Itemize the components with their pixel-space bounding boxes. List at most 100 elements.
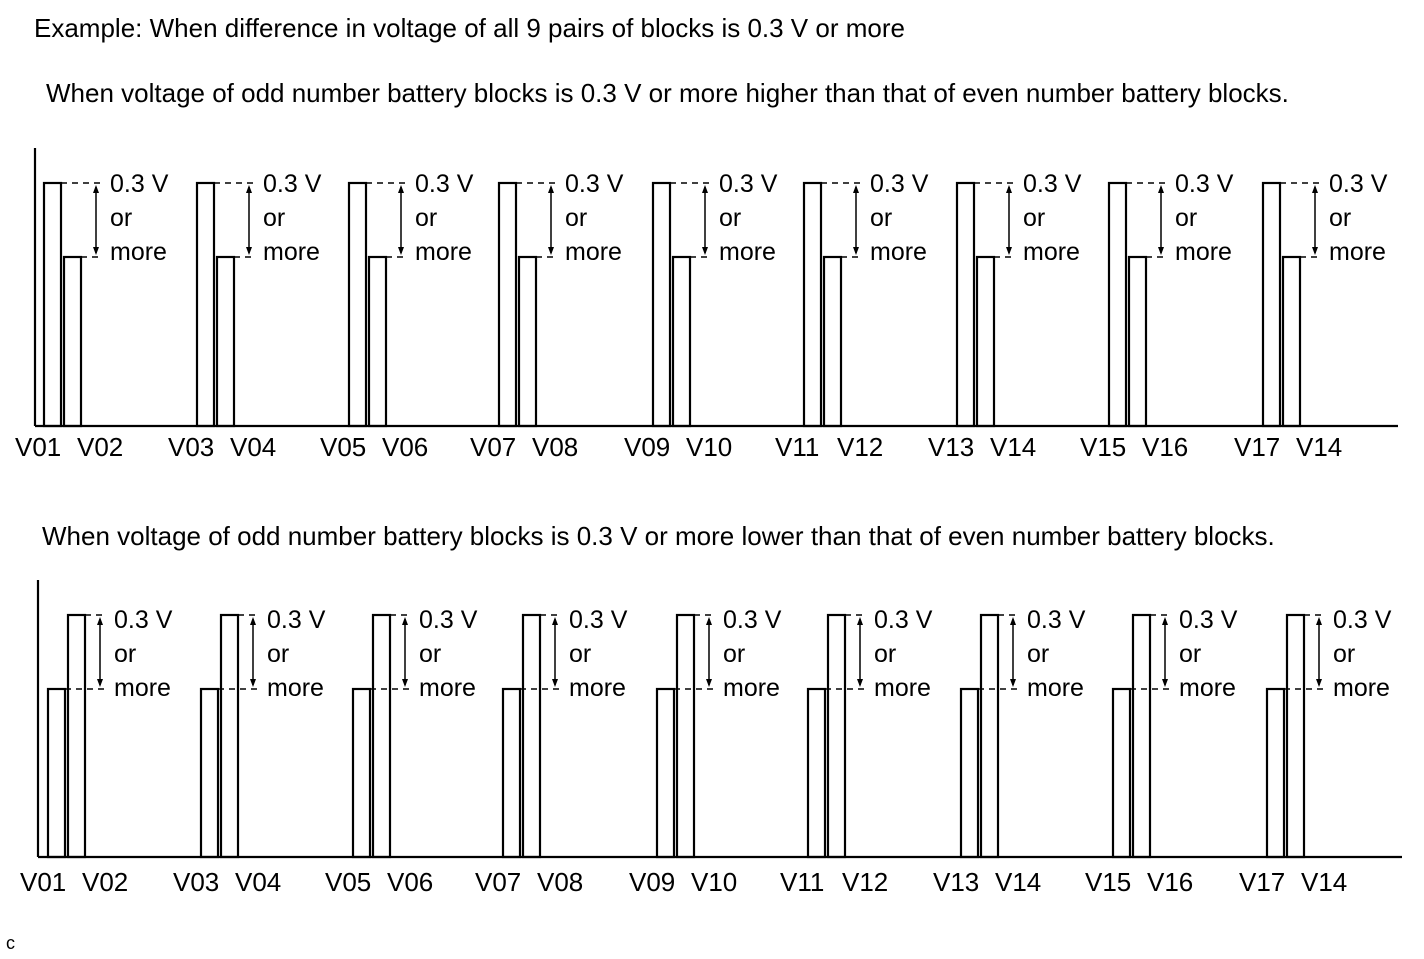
- odd-block-label: V07: [470, 432, 516, 462]
- odd-block-bar: [42, 181, 63, 428]
- difference-label-line: more: [1175, 238, 1232, 266]
- difference-label-line: 0.3 V: [267, 606, 326, 634]
- even-block-label: V16: [1142, 432, 1188, 462]
- bar-pair: 0.3 V or more V13 V14: [928, 170, 1082, 462]
- arrow-head-up: [706, 617, 712, 625]
- difference-label-line: more: [1329, 238, 1386, 266]
- odd-block-bar: [959, 687, 980, 859]
- difference-label-line: 0.3 V: [415, 170, 474, 198]
- odd-block-bar: [1265, 687, 1286, 859]
- difference-label-line: or: [569, 640, 591, 668]
- odd-block-bar: [651, 181, 672, 428]
- arrow-head-down: [97, 679, 103, 687]
- difference-label-line: 0.3 V: [419, 606, 478, 634]
- odd-block-bar: [347, 181, 368, 428]
- arrow-head-up: [398, 185, 404, 193]
- bar-pair: 0.3 V or more V05 V06: [320, 170, 474, 462]
- difference-label-line: 0.3 V: [569, 606, 628, 634]
- difference-label-line: more: [569, 674, 626, 702]
- odd-block-label: V01: [15, 432, 61, 462]
- difference-label-line: 0.3 V: [1179, 606, 1238, 634]
- odd-block-bar: [1111, 687, 1132, 859]
- difference-label-line: 0.3 V: [263, 170, 322, 198]
- arrow-head-up: [93, 185, 99, 193]
- difference-label-line: 0.3 V: [565, 170, 624, 198]
- even-block-bar: [219, 613, 240, 859]
- even-block-label: V10: [686, 432, 732, 462]
- even-block-label: V14: [1301, 867, 1347, 897]
- arrow-head-down: [1158, 247, 1164, 255]
- odd-block-bar: [1261, 181, 1282, 428]
- odd-block-label: V17: [1239, 867, 1285, 897]
- bar-pair: 0.3 V or more V15 V16: [1085, 606, 1238, 897]
- difference-label-line: or: [1175, 204, 1197, 232]
- even-block-label: V14: [1296, 432, 1342, 462]
- bar-pair: 0.3 V or more V13 V14: [933, 606, 1086, 897]
- arrow-head-down: [1162, 679, 1168, 687]
- even-block-label: V14: [990, 432, 1036, 462]
- even-block-label: V12: [842, 867, 888, 897]
- arrow-head-down: [853, 247, 859, 255]
- arrow-head-up: [402, 617, 408, 625]
- panel-2-caption: When voltage of odd number battery block…: [42, 521, 1275, 551]
- difference-label-line: more: [1333, 674, 1390, 702]
- difference-label-line: or: [565, 204, 587, 232]
- bar-pair: 0.3 V or more V11 V12: [780, 606, 933, 897]
- corner-mark: c: [6, 933, 15, 953]
- odd-block-label: V03: [173, 867, 219, 897]
- odd-block-bar: [802, 181, 823, 428]
- odd-block-label: V13: [928, 432, 974, 462]
- bar-pair: 0.3 V or more V07 V08: [470, 170, 624, 462]
- bar-pair: 0.3 V or more V09 V10: [629, 606, 782, 897]
- arrow-head-down: [706, 679, 712, 687]
- bar-pair: 0.3 V or more V03 V04: [173, 606, 326, 897]
- odd-block-label: V11: [775, 432, 819, 462]
- even-block-label: V08: [537, 867, 583, 897]
- difference-label-line: or: [1027, 640, 1049, 668]
- odd-block-bar: [501, 687, 522, 859]
- bar-pair: 0.3 V or more V15 V16: [1080, 170, 1234, 462]
- even-block-bar: [979, 613, 1000, 859]
- arrow-head-up: [552, 617, 558, 625]
- even-block-bar: [1285, 613, 1306, 859]
- difference-label-line: more: [1179, 674, 1236, 702]
- difference-label-line: more: [874, 674, 931, 702]
- difference-label-line: or: [719, 204, 741, 232]
- bar-pair: 0.3 V or more V17 V14: [1239, 606, 1392, 897]
- arrow-head-down: [1316, 679, 1322, 687]
- odd-block-bar: [1107, 181, 1128, 428]
- difference-label-line: more: [719, 238, 776, 266]
- even-block-bar: [975, 255, 996, 428]
- bar-pair: 0.3 V or more V05 V06: [325, 606, 478, 897]
- bar-pair: 0.3 V or more V11 V12: [775, 170, 929, 462]
- arrow-head-down: [1006, 247, 1012, 255]
- difference-label-line: 0.3 V: [723, 606, 782, 634]
- bar-pair: 0.3 V or more V01 V02: [15, 170, 169, 462]
- difference-label-line: 0.3 V: [1023, 170, 1082, 198]
- even-block-label: V12: [837, 432, 883, 462]
- difference-label-line: or: [415, 204, 437, 232]
- difference-label-line: or: [263, 204, 285, 232]
- odd-block-bar: [806, 687, 827, 859]
- even-block-bar: [675, 613, 696, 859]
- even-block-bar: [62, 255, 83, 428]
- odd-block-label: V09: [629, 867, 675, 897]
- difference-label-line: more: [1023, 238, 1080, 266]
- difference-label-line: or: [110, 204, 132, 232]
- odd-block-label: V07: [475, 867, 521, 897]
- even-block-bar: [215, 255, 236, 428]
- bar-pair: 0.3 V or more V03 V04: [168, 170, 322, 462]
- difference-label-line: or: [1179, 640, 1201, 668]
- arrow-head-down: [1010, 679, 1016, 687]
- arrow-head-down: [548, 247, 554, 255]
- difference-label-line: 0.3 V: [874, 606, 933, 634]
- odd-block-label: V05: [325, 867, 371, 897]
- panel-2: 0.3 V or more V01 V02 0.3 V or more V03 V04 0.3 V o…: [20, 580, 1402, 897]
- panel-1-caption: When voltage of odd number battery block…: [46, 78, 1289, 108]
- difference-label-line: 0.3 V: [110, 170, 169, 198]
- difference-label-line: or: [874, 640, 896, 668]
- odd-block-label: V09: [624, 432, 670, 462]
- difference-label-line: more: [565, 238, 622, 266]
- difference-label-line: or: [114, 640, 136, 668]
